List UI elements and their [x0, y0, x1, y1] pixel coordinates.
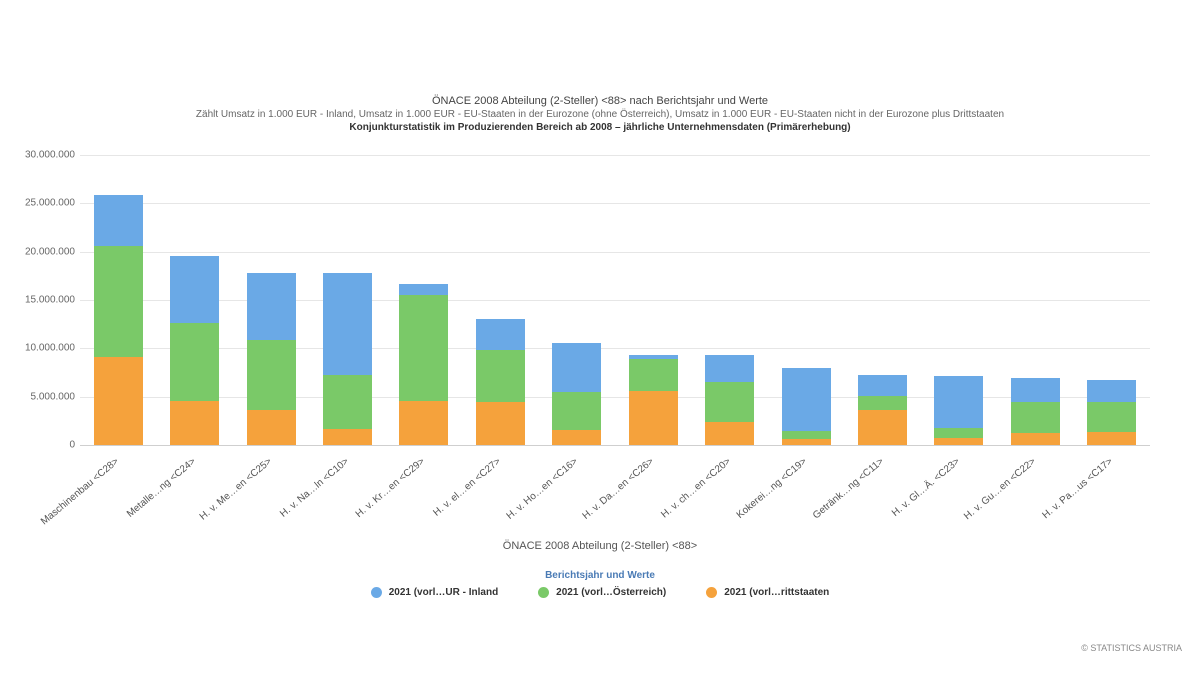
bars-layer — [80, 155, 1150, 445]
x-tick-label: Kokerei…ng <C19> — [735, 456, 809, 521]
title-line-3: Konjunkturstatistik im Produzierenden Be… — [0, 122, 1200, 133]
bar-group[interactable] — [323, 273, 372, 445]
bar-segment[interactable] — [552, 343, 601, 392]
bar-segment[interactable] — [552, 392, 601, 430]
bar-segment[interactable] — [1087, 380, 1136, 402]
bar-group[interactable] — [934, 376, 983, 445]
legend-swatch-icon — [706, 587, 717, 598]
legend: Berichtsjahr und Werte 2021 (vorl…UR - I… — [0, 570, 1200, 598]
x-tick-label: H. v. el…en <C27> — [432, 456, 504, 519]
bar-segment[interactable] — [94, 357, 143, 445]
bar-segment[interactable] — [1087, 432, 1136, 445]
bar-segment[interactable] — [476, 319, 525, 350]
legend-item[interactable]: 2021 (vorl…rittstaaten — [706, 587, 829, 598]
y-tick-label: 5.000.000 — [31, 391, 76, 402]
x-tick-label: H. v. Gl…Ä. <C23> — [890, 456, 962, 519]
title-line-1: ÖNACE 2008 Abteilung (2-Steller) <88> na… — [0, 95, 1200, 107]
bar-group[interactable] — [705, 355, 754, 445]
legend-label: 2021 (vorl…rittstaaten — [724, 587, 829, 598]
x-tick-label: H. v. Na…ln <C10> — [278, 456, 351, 520]
y-tick-label: 25.000.000 — [25, 198, 75, 209]
bar-segment[interactable] — [552, 430, 601, 445]
y-tick-label: 10.000.000 — [25, 343, 75, 354]
legend-swatch-icon — [371, 587, 382, 598]
title-line-2: Zählt Umsatz in 1.000 EUR - Inland, Umsa… — [0, 109, 1200, 120]
x-tick-label: Maschinenbau <C28> — [39, 456, 121, 527]
bar-segment[interactable] — [858, 375, 907, 395]
bar-group[interactable] — [170, 256, 219, 445]
axis-zero-line — [80, 445, 1150, 446]
bar-segment[interactable] — [323, 429, 372, 445]
bar-group[interactable] — [476, 319, 525, 445]
legend-item[interactable]: 2021 (vorl…UR - Inland — [371, 587, 498, 598]
bar-segment[interactable] — [94, 195, 143, 246]
bar-segment[interactable] — [629, 359, 678, 390]
legend-swatch-icon — [538, 587, 549, 598]
bar-group[interactable] — [247, 273, 296, 445]
bar-segment[interactable] — [858, 410, 907, 445]
bar-group[interactable] — [782, 368, 831, 445]
x-tick-label: H. v. ch…en <C20> — [659, 456, 733, 520]
bar-group[interactable] — [858, 375, 907, 445]
bar-segment[interactable] — [934, 438, 983, 445]
bar-segment[interactable] — [1011, 378, 1060, 401]
bar-segment[interactable] — [399, 295, 448, 401]
bar-segment[interactable] — [705, 382, 754, 422]
bar-segment[interactable] — [1087, 402, 1136, 432]
x-tick-label: H. v. Da…en <C26> — [581, 456, 656, 522]
bar-group[interactable] — [552, 343, 601, 445]
bar-segment[interactable] — [170, 256, 219, 324]
x-tick-label: Metalle…ng <C24> — [125, 456, 198, 520]
bar-segment[interactable] — [934, 376, 983, 428]
legend-label: 2021 (vorl…Österreich) — [556, 587, 666, 598]
legend-row: 2021 (vorl…UR - Inland 2021 (vorl…Österre… — [0, 587, 1200, 598]
bar-segment[interactable] — [705, 422, 754, 445]
x-axis-title: ÖNACE 2008 Abteilung (2-Steller) <88> — [0, 540, 1200, 552]
bar-segment[interactable] — [323, 375, 372, 428]
bar-group[interactable] — [94, 195, 143, 445]
x-axis-labels: Maschinenbau <C28>Metalle…ng <C24>H. v. … — [80, 450, 1150, 530]
y-tick-label: 15.000.000 — [25, 295, 75, 306]
bar-segment[interactable] — [705, 355, 754, 383]
bar-segment[interactable] — [170, 323, 219, 401]
x-tick-label: Getränk…ng <C11> — [811, 456, 886, 521]
chart-titles: ÖNACE 2008 Abteilung (2-Steller) <88> na… — [0, 95, 1200, 133]
legend-label: 2021 (vorl…UR - Inland — [389, 587, 498, 598]
bar-group[interactable] — [1011, 378, 1060, 445]
bar-segment[interactable] — [858, 396, 907, 411]
bar-group[interactable] — [629, 355, 678, 445]
x-tick-label: H. v. Pa…us <C17> — [1040, 456, 1115, 521]
bar-segment[interactable] — [247, 410, 296, 445]
bar-segment[interactable] — [170, 401, 219, 445]
legend-title: Berichtsjahr und Werte — [0, 570, 1200, 581]
y-tick-label: 30.000.000 — [25, 150, 75, 161]
bar-group[interactable] — [399, 284, 448, 445]
bar-segment[interactable] — [247, 273, 296, 340]
bar-segment[interactable] — [399, 401, 448, 445]
legend-item[interactable]: 2021 (vorl…Österreich) — [538, 587, 666, 598]
bar-segment[interactable] — [782, 431, 831, 439]
bar-segment[interactable] — [629, 391, 678, 445]
bar-segment[interactable] — [782, 368, 831, 432]
bar-segment[interactable] — [476, 402, 525, 446]
bar-segment[interactable] — [247, 340, 296, 410]
chart-container: ÖNACE 2008 Abteilung (2-Steller) <88> na… — [0, 0, 1200, 675]
bar-segment[interactable] — [94, 246, 143, 357]
y-tick-label: 20.000.000 — [25, 246, 75, 257]
bar-group[interactable] — [1087, 380, 1136, 445]
y-tick-label: 0 — [69, 440, 75, 451]
bar-segment[interactable] — [934, 428, 983, 438]
bar-segment[interactable] — [476, 350, 525, 401]
x-tick-label: H. v. Gu…en <C22> — [963, 456, 1039, 522]
x-tick-label: H. v. Kr…en <C29> — [354, 456, 427, 520]
bar-segment[interactable] — [1011, 433, 1060, 445]
plot-area: 05.000.00010.000.00015.000.00020.000.000… — [80, 155, 1150, 445]
bar-segment[interactable] — [323, 273, 372, 375]
bar-segment[interactable] — [399, 284, 448, 295]
x-tick-label: H. v. Ho…en <C16> — [504, 456, 579, 522]
bar-segment[interactable] — [1011, 402, 1060, 434]
x-tick-label: H. v. Me…en <C25> — [198, 456, 274, 523]
attribution-text: © STATISTICS AUSTRIA — [1081, 643, 1182, 653]
